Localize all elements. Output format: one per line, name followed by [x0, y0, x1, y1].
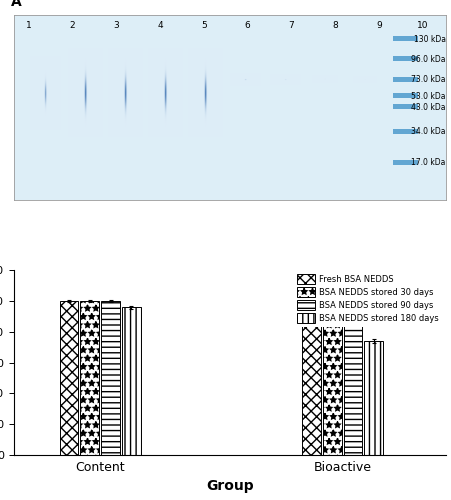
- Text: 7: 7: [289, 20, 294, 30]
- Text: 53.0 kDa: 53.0 kDa: [411, 92, 446, 101]
- Text: 2: 2: [69, 20, 75, 30]
- Bar: [364, 341, 383, 455]
- Text: 3: 3: [113, 20, 119, 30]
- Text: 96.0 kDa: 96.0 kDa: [411, 55, 446, 64]
- Text: 5: 5: [201, 20, 207, 30]
- Text: 34.0 kDa: 34.0 kDa: [411, 127, 446, 136]
- Bar: [302, 304, 321, 455]
- Text: 10: 10: [417, 20, 428, 30]
- Bar: [101, 301, 120, 455]
- Bar: [80, 301, 99, 455]
- Text: 8: 8: [332, 20, 338, 30]
- Text: 1: 1: [26, 20, 32, 30]
- Text: 17.0 kDa: 17.0 kDa: [411, 158, 446, 168]
- Text: 4: 4: [157, 20, 163, 30]
- Bar: [323, 324, 341, 455]
- X-axis label: Group: Group: [206, 479, 254, 493]
- Text: 130 kDa: 130 kDa: [414, 34, 446, 43]
- Bar: [122, 307, 141, 455]
- Text: A: A: [11, 0, 22, 10]
- Text: 9: 9: [376, 20, 382, 30]
- Bar: [60, 301, 78, 455]
- Text: 6: 6: [245, 20, 250, 30]
- Text: 73.0 kDa: 73.0 kDa: [411, 75, 446, 84]
- Legend: Fresh BSA NEDDS, BSA NEDDS stored 30 days, BSA NEDDS stored 90 days, BSA NEDDS s: Fresh BSA NEDDS, BSA NEDDS stored 30 day…: [294, 270, 442, 326]
- Text: 43.0 kDa: 43.0 kDa: [411, 103, 446, 112]
- Bar: [344, 324, 362, 455]
